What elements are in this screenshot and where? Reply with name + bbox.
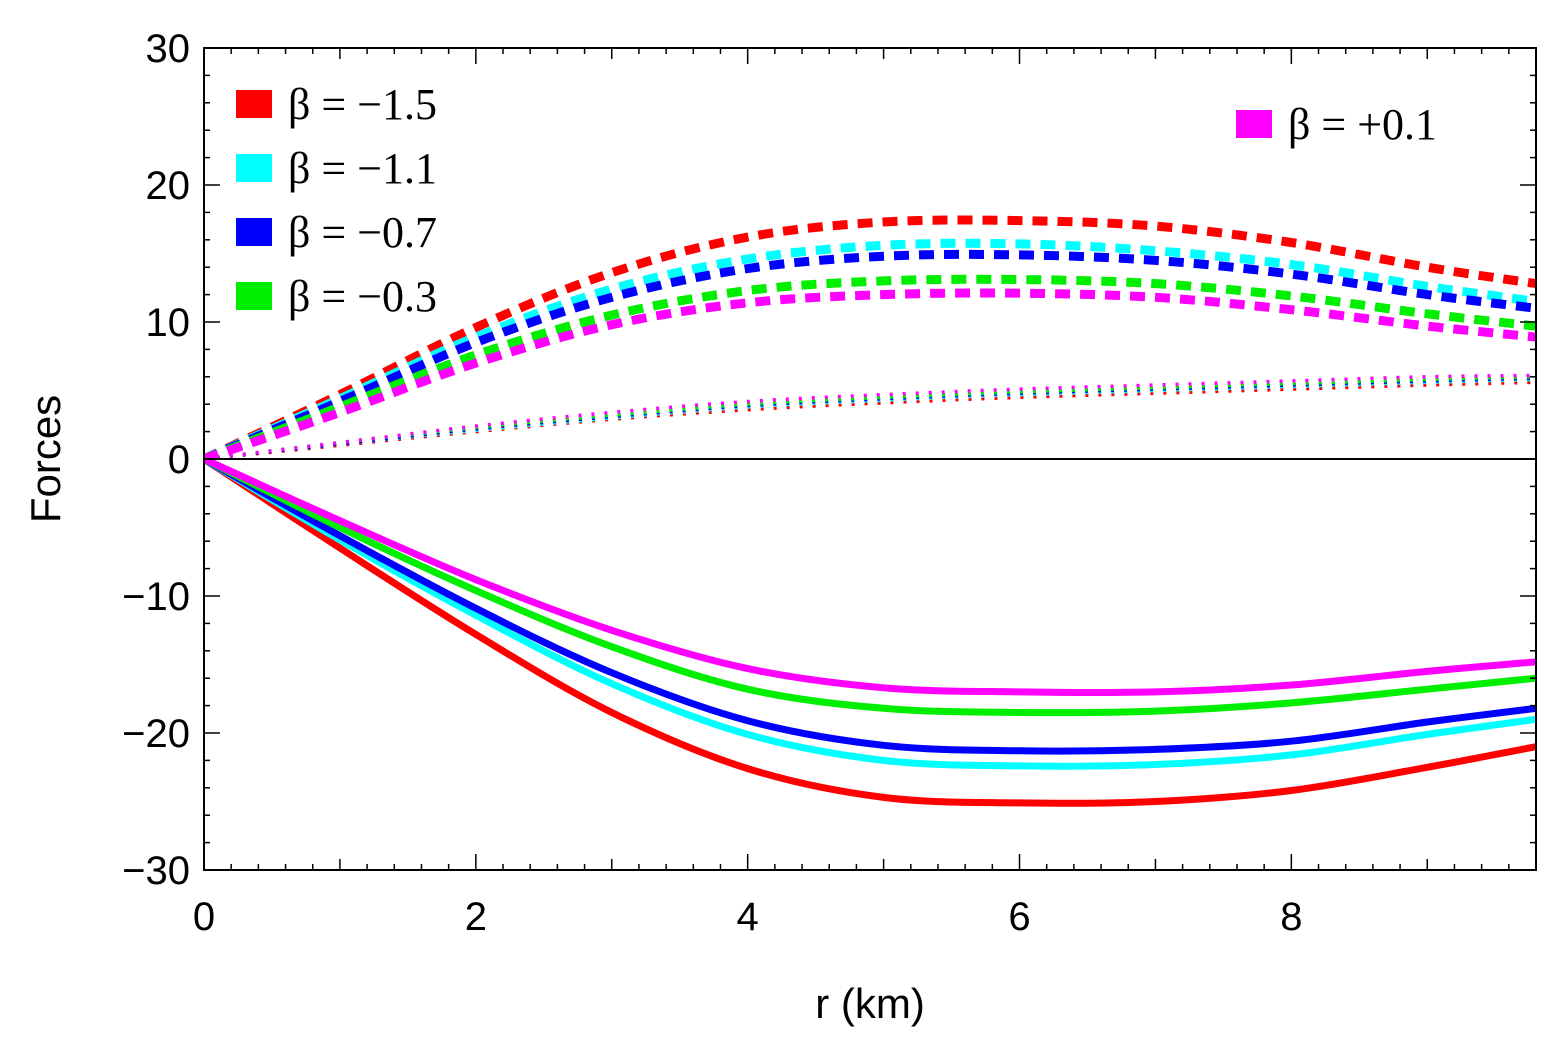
y-axis-title: Forces: [22, 395, 69, 523]
tick-labels-layer: 0 2 4 6 8 30 20 10 0 −10 −20 −30: [122, 27, 1302, 939]
legend-swatch: [1236, 110, 1272, 138]
series-beta-minus1-1-solid: [204, 455, 1536, 770]
x-tick-label: 8: [1280, 895, 1302, 939]
x-tick-label: 2: [465, 895, 487, 939]
y-tick-label: 30: [146, 27, 191, 71]
y-tick-label: −10: [122, 575, 190, 619]
legend-item-beta-minus0-3: β = −0.3: [236, 272, 437, 321]
legend-label: β = +0.1: [1288, 100, 1437, 149]
series-beta-minus1-5-dashed: [204, 215, 1536, 464]
legend-swatch: [236, 154, 272, 182]
series-beta-minus1-5-dotted: [204, 380, 1536, 461]
y-tick-label: −30: [122, 849, 190, 893]
legend-swatch: [236, 90, 272, 118]
x-tick-label: 4: [737, 895, 759, 939]
y-tick-label: −20: [122, 712, 190, 756]
legend: β = −1.5 β = −1.1 β = −0.7 β = −0.3 β = +0.1: [236, 80, 1437, 321]
series-layer: [204, 215, 1536, 807]
series-beta-minus1-5-solid: [204, 456, 1536, 807]
series-beta-minus0-7-dashed: [204, 249, 1536, 464]
legend-item-beta-minus1-5: β = −1.5: [236, 80, 437, 129]
legend-item-beta-minus1-1: β = −1.1: [236, 144, 437, 193]
series-beta-minus0-3-solid: [204, 455, 1536, 717]
x-tick-label: 0: [193, 895, 215, 939]
legend-swatch: [236, 282, 272, 310]
y-tick-label: 0: [168, 438, 190, 482]
series-beta-minus0-3-dashed: [204, 274, 1536, 464]
legend-swatch: [236, 218, 272, 246]
y-tick-label: 20: [146, 164, 191, 208]
legend-label: β = −0.7: [288, 208, 437, 257]
legend-item-beta-plus0-1: β = +0.1: [1236, 100, 1437, 149]
legend-label: β = −1.5: [288, 80, 437, 129]
plot-frame: [203, 47, 1537, 871]
series-beta-plus0-1-solid: [204, 455, 1536, 697]
x-tick-label: 6: [1008, 895, 1030, 939]
legend-label: β = −0.3: [288, 272, 437, 321]
series-beta-plus0-1-dashed: [204, 288, 1536, 464]
legend-label: β = −1.1: [288, 144, 437, 193]
series-beta-minus0-7-solid: [204, 455, 1536, 755]
y-tick-label: 10: [146, 301, 191, 345]
legend-item-beta-minus0-7: β = −0.7: [236, 208, 437, 257]
x-axis-title: r (km): [815, 980, 925, 1027]
